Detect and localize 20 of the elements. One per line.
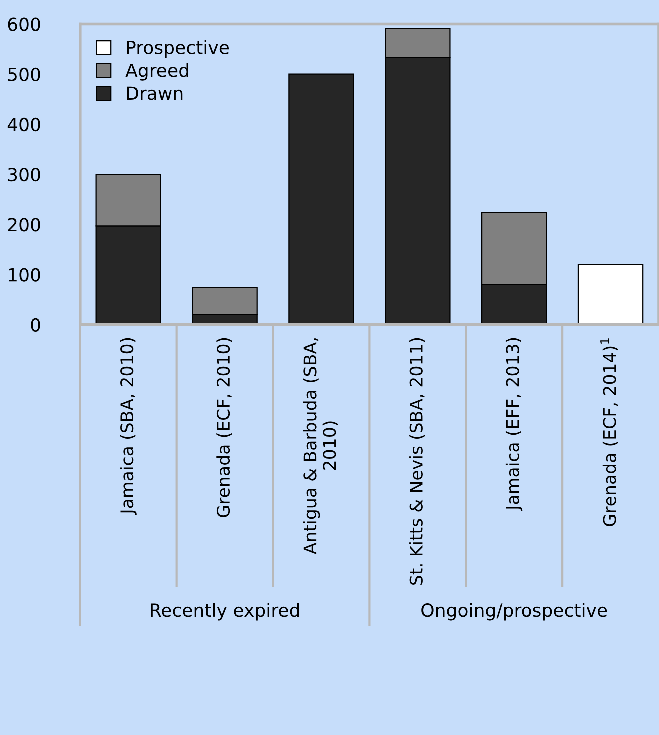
y-tick-label: 400: [8, 118, 40, 132]
x-tick-label: Jamaica (EFF, 2013): [506, 338, 523, 512]
text: Recently expired: [151, 603, 300, 621]
text: Ongoing/prospective: [422, 603, 608, 621]
y-tick-label: 500: [8, 68, 40, 82]
legend-label: Prospective: [127, 40, 230, 58]
y-tick-label: 0: [31, 318, 40, 332]
x-tick-label: Grenada (ECF, 2014)$^{1}$: [600, 338, 618, 526]
y-tick-label: 300: [8, 168, 40, 182]
y-tick-label: 100: [9, 268, 40, 282]
legend-label: Drawn: [127, 86, 183, 100]
x-tick-label: St. Kitts & Nevis (SBA, 2011): [410, 338, 425, 585]
legend-label: Agreed: [126, 63, 188, 81]
bar: [288, 74, 354, 325]
x-tick-label: Grenada (ECF, 2010): [216, 338, 232, 518]
y-tick-label: 600: [8, 18, 40, 32]
x-tick-label: Antigua & Barbuda (SBA, 2010): [303, 338, 338, 554]
y-tick-label: 200: [8, 218, 40, 232]
x-tick-label: Jamaica (SBA, 2010): [120, 338, 137, 516]
bar: [578, 264, 644, 325]
